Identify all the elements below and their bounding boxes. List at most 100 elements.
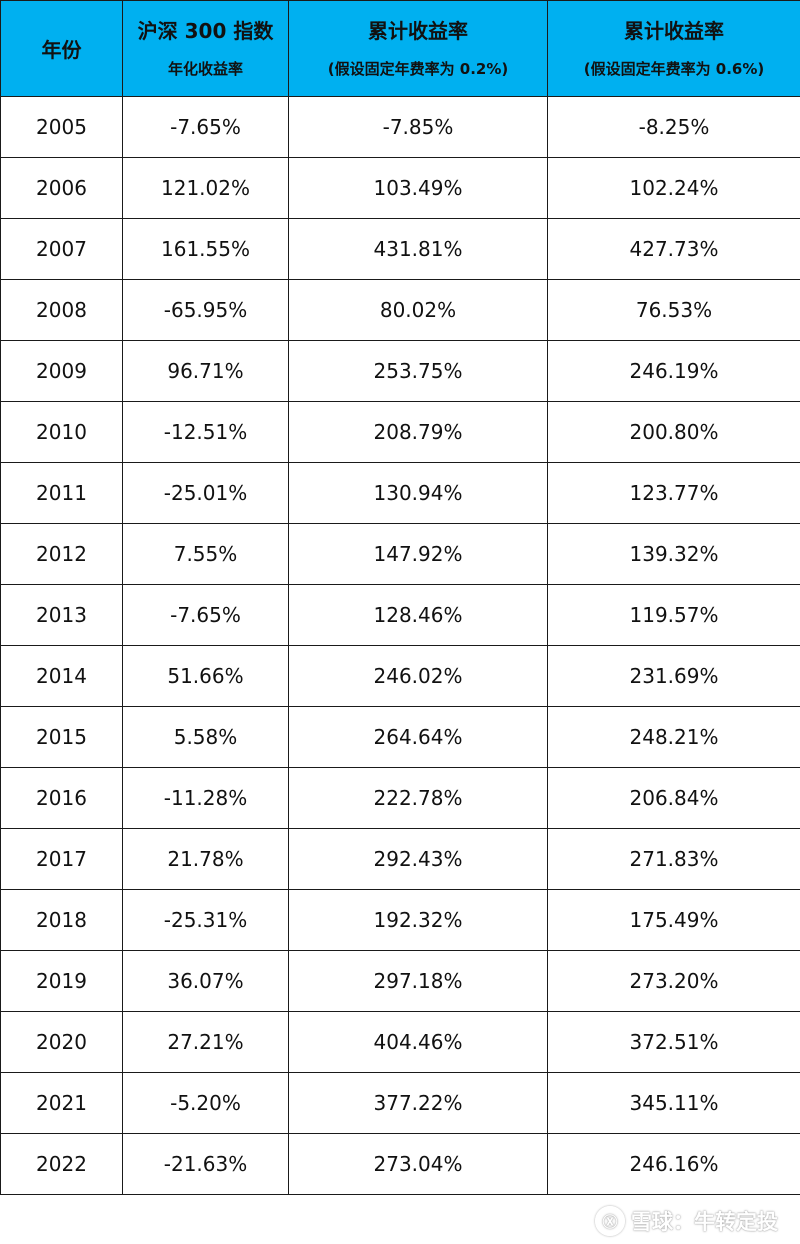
table-row: 2006 121.02% 103.49% 102.24%: [0, 157, 800, 219]
cell-cumulative-0-2: 222.78%: [288, 767, 548, 829]
header-row: 年份 沪深 300 指数 年化收益率 累计收益率 (假设固定年费率为 0.2%)…: [0, 0, 800, 97]
cell-cumulative-0-2: -7.85%: [288, 96, 548, 158]
cell-year: 2022: [0, 1133, 123, 1195]
returns-table: 年份 沪深 300 指数 年化收益率 累计收益率 (假设固定年费率为 0.2%)…: [0, 0, 800, 1195]
table-row: 2011 -25.01% 130.94% 123.77%: [0, 462, 800, 524]
cell-cumulative-0-2: 253.75%: [288, 340, 548, 402]
cell-cumulative-0-6: 248.21%: [547, 706, 800, 768]
cell-year: 2007: [0, 218, 123, 280]
cell-cumulative-0-6: 200.80%: [547, 401, 800, 463]
cell-cumulative-0-2: 264.64%: [288, 706, 548, 768]
table-row: 2013 -7.65% 128.46% 119.57%: [0, 584, 800, 646]
cell-annual-return: 121.02%: [122, 157, 289, 219]
cell-cumulative-0-2: 377.22%: [288, 1072, 548, 1134]
cell-year: 2014: [0, 645, 123, 707]
cell-year: 2008: [0, 279, 123, 341]
header-cum2-subtitle: (假设固定年费率为 0.6%): [583, 59, 765, 78]
cell-year: 2006: [0, 157, 123, 219]
cell-cumulative-0-6: 372.51%: [547, 1011, 800, 1073]
cell-annual-return: 161.55%: [122, 218, 289, 280]
cell-annual-return: 96.71%: [122, 340, 289, 402]
header-cum2-title: 累计收益率: [624, 18, 724, 43]
table-row: 2021 -5.20% 377.22% 345.11%: [0, 1072, 800, 1134]
watermark-text: 雪球：牛转定投: [631, 1210, 778, 1234]
table-row: 2017 21.78% 292.43% 271.83%: [0, 828, 800, 890]
cell-year: 2009: [0, 340, 123, 402]
cell-cumulative-0-6: 123.77%: [547, 462, 800, 524]
cell-year: 2017: [0, 828, 123, 890]
cell-year: 2011: [0, 462, 123, 524]
cell-year: 2016: [0, 767, 123, 829]
cell-cumulative-0-6: 119.57%: [547, 584, 800, 646]
cell-annual-return: -25.31%: [122, 889, 289, 951]
cell-annual-return: -7.65%: [122, 584, 289, 646]
cell-year: 2018: [0, 889, 123, 951]
cell-cumulative-0-2: 273.04%: [288, 1133, 548, 1195]
cell-cumulative-0-2: 404.46%: [288, 1011, 548, 1073]
cell-cumulative-0-2: 147.92%: [288, 523, 548, 585]
cell-cumulative-0-2: 128.46%: [288, 584, 548, 646]
cell-annual-return: 7.55%: [122, 523, 289, 585]
cell-year: 2005: [0, 96, 123, 158]
cell-annual-return: -5.20%: [122, 1072, 289, 1134]
cell-cumulative-0-6: 246.19%: [547, 340, 800, 402]
table-row: 2012 7.55% 147.92% 139.32%: [0, 523, 800, 585]
table-row: 2007 161.55% 431.81% 427.73%: [0, 218, 800, 280]
table-row: 2016 -11.28% 222.78% 206.84%: [0, 767, 800, 829]
cell-cumulative-0-6: 246.16%: [547, 1133, 800, 1195]
cell-cumulative-0-6: 76.53%: [547, 279, 800, 341]
cell-annual-return: -11.28%: [122, 767, 289, 829]
table-row: 2010 -12.51% 208.79% 200.80%: [0, 401, 800, 463]
cell-annual-return: -12.51%: [122, 401, 289, 463]
cell-cumulative-0-6: 206.84%: [547, 767, 800, 829]
cell-cumulative-0-2: 80.02%: [288, 279, 548, 341]
cell-year: 2012: [0, 523, 123, 585]
table-row: 2015 5.58% 264.64% 248.21%: [0, 706, 800, 768]
cell-annual-return: -65.95%: [122, 279, 289, 341]
cell-cumulative-0-6: 427.73%: [547, 218, 800, 280]
cell-annual-return: 51.66%: [122, 645, 289, 707]
xueqiu-logo-icon: Ⓧ: [595, 1206, 625, 1236]
cell-year: 2015: [0, 706, 123, 768]
cell-annual-return: 27.21%: [122, 1011, 289, 1073]
table-body: 2005 -7.65% -7.85% -8.25% 2006 121.02% 103.49%…: [0, 96, 800, 1195]
table-row: 2009 96.71% 253.75% 246.19%: [0, 340, 800, 402]
cell-annual-return: -7.65%: [122, 96, 289, 158]
table-row: 2005 -7.65% -7.85% -8.25%: [0, 96, 800, 158]
cell-annual-return: -25.01%: [122, 462, 289, 524]
cell-cumulative-0-6: 102.24%: [547, 157, 800, 219]
header-index-title: 沪深 300 指数: [137, 18, 274, 43]
cell-annual-return: 5.58%: [122, 706, 289, 768]
cell-cumulative-0-6: 273.20%: [547, 950, 800, 1012]
cell-cumulative-0-2: 208.79%: [288, 401, 548, 463]
table-row: 2008 -65.95% 80.02% 76.53%: [0, 279, 800, 341]
table-row: 2019 36.07% 297.18% 273.20%: [0, 950, 800, 1012]
cell-year: 2013: [0, 584, 123, 646]
table-row: 2022 -21.63% 273.04% 246.16%: [0, 1133, 800, 1195]
cell-cumulative-0-2: 103.49%: [288, 157, 548, 219]
cell-cumulative-0-6: 175.49%: [547, 889, 800, 951]
cell-cumulative-0-2: 292.43%: [288, 828, 548, 890]
header-cum1-subtitle: (假设固定年费率为 0.2%): [327, 59, 509, 78]
cell-cumulative-0-6: 231.69%: [547, 645, 800, 707]
header-cumulative-0-6: 累计收益率 (假设固定年费率为 0.6%): [547, 0, 800, 97]
cell-annual-return: -21.63%: [122, 1133, 289, 1195]
header-cum1-title: 累计收益率: [368, 18, 468, 43]
cell-annual-return: 36.07%: [122, 950, 289, 1012]
cell-cumulative-0-2: 192.32%: [288, 889, 548, 951]
header-year: 年份: [0, 0, 123, 97]
cell-cumulative-0-6: 345.11%: [547, 1072, 800, 1134]
cell-cumulative-0-6: -8.25%: [547, 96, 800, 158]
header-year-label: 年份: [41, 38, 82, 62]
cell-cumulative-0-2: 246.02%: [288, 645, 548, 707]
table-row: 2020 27.21% 404.46% 372.51%: [0, 1011, 800, 1073]
cell-year: 2010: [0, 401, 123, 463]
watermark: Ⓧ 雪球：牛转定投: [595, 1206, 778, 1236]
table-header: 年份 沪深 300 指数 年化收益率 累计收益率 (假设固定年费率为 0.2%)…: [0, 0, 800, 97]
table-row: 2018 -25.31% 192.32% 175.49%: [0, 889, 800, 951]
header-cumulative-0-2: 累计收益率 (假设固定年费率为 0.2%): [288, 0, 548, 97]
table-row: 2014 51.66% 246.02% 231.69%: [0, 645, 800, 707]
header-index: 沪深 300 指数 年化收益率: [122, 0, 289, 97]
cell-annual-return: 21.78%: [122, 828, 289, 890]
cell-cumulative-0-2: 297.18%: [288, 950, 548, 1012]
